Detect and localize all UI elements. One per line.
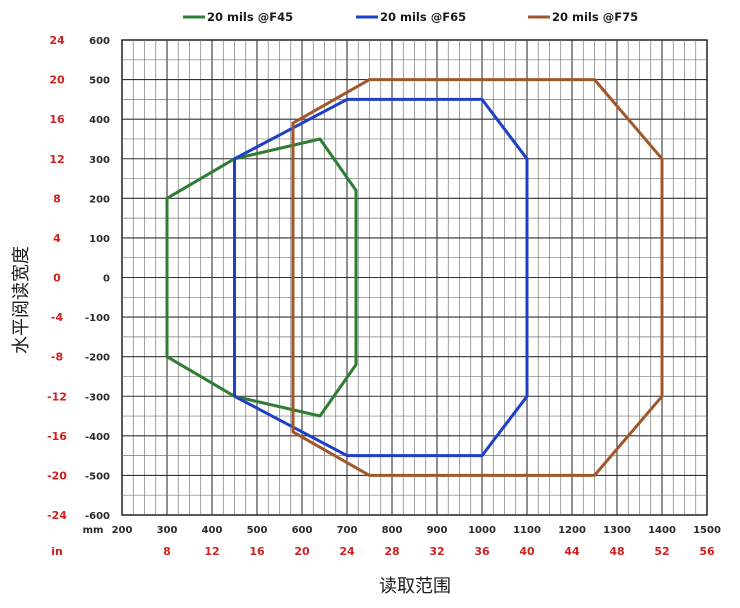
y-tick-label-mm: 600 (89, 36, 110, 47)
legend-label: 20 mils @F65 (380, 10, 466, 24)
x-tick-label-mm: 1500 (693, 525, 721, 536)
y-tick-label-in: 12 (49, 153, 64, 166)
series-lines (165, 78, 664, 477)
y-tick-label-mm: -200 (85, 353, 110, 364)
x-tick-label-in: 44 (564, 545, 580, 558)
y-axis-title: 水平阅读宽度 (11, 246, 32, 354)
x-tick-label-mm: 500 (247, 525, 268, 536)
y-tick-label-in: -4 (51, 311, 64, 324)
x-tick-label-mm: 1000 (468, 525, 496, 536)
x-tick-label-in: 8 (163, 545, 171, 558)
x-tick-label-in: 56 (699, 545, 715, 558)
x-tick-label-in: 20 (294, 545, 310, 558)
x-tick-label-mm: 1300 (603, 525, 631, 536)
y-tick-label-in: 8 (53, 192, 61, 205)
y-tick-label-mm: 300 (89, 155, 110, 166)
y-tick-label-in: -20 (47, 469, 67, 482)
y-tick-label-mm: 400 (89, 115, 110, 126)
x-tick-label-mm: 700 (337, 525, 358, 536)
x-tick-label-mm: 900 (427, 525, 448, 536)
y-tick-label-mm: 0 (103, 274, 110, 285)
x-tick-label-in: 40 (519, 545, 535, 558)
series-line (165, 137, 358, 418)
x-tick-label-mm: 800 (382, 525, 403, 536)
x-tick-label-in: 32 (429, 545, 444, 558)
x-tick-label-in: 48 (609, 545, 624, 558)
y-tick-label-mm: 200 (89, 194, 110, 205)
y-tick-label-in: -24 (47, 509, 67, 522)
x-tick-label-mm: 300 (157, 525, 178, 536)
y-tick-label-in: 16 (49, 113, 65, 126)
y-tick-label-in: 4 (53, 232, 61, 245)
grid (121, 39, 708, 516)
y-tick-label-in: -16 (47, 430, 67, 443)
x-tick-label-mm: 400 (202, 525, 223, 536)
x-tick-label-mm: 1200 (558, 525, 586, 536)
x-tick-label-mm: 1100 (513, 525, 541, 536)
x-tick-label-mm: 600 (292, 525, 313, 536)
y-tick-label-in: 20 (49, 74, 65, 87)
y-tick-label-mm: -300 (85, 392, 110, 403)
tick-labels: 6005004003002001000-100-200-300-400-500-… (47, 34, 721, 558)
legend: 20 mils @F45 20 mils @F65 20 mils @F75 (183, 10, 638, 24)
legend-label: 20 mils @F45 (207, 10, 293, 24)
x-tick-label-in: 52 (654, 545, 669, 558)
x-tick-label-in: 28 (384, 545, 399, 558)
x-tick-label-mm: 1400 (648, 525, 676, 536)
y-tick-label-in: 0 (53, 272, 61, 285)
x-tick-label-in: 12 (204, 545, 219, 558)
x-unit-mm-label: mm (83, 525, 104, 536)
x-axis-title: 读取范围 (379, 576, 451, 597)
x-tick-label-in: 36 (474, 545, 490, 558)
series-line (233, 97, 529, 458)
y-tick-label-mm: 500 (89, 76, 110, 87)
x-unit-in-label: in (51, 545, 63, 558)
y-tick-label-mm: -500 (85, 471, 110, 482)
y-tick-label-in: -12 (47, 390, 67, 403)
x-tick-label-in: 24 (339, 545, 355, 558)
y-tick-label-in: 24 (49, 34, 65, 47)
legend-label: 20 mils @F75 (552, 10, 638, 24)
x-tick-label-in: 16 (249, 545, 265, 558)
y-tick-label-mm: -400 (85, 432, 110, 443)
y-tick-label-mm: -600 (85, 511, 110, 522)
y-tick-label-in: -8 (51, 351, 63, 364)
y-tick-label-mm: 100 (89, 234, 110, 245)
series-line (291, 78, 664, 477)
y-tick-label-mm: -100 (85, 313, 110, 324)
x-tick-label-mm: 200 (112, 525, 133, 536)
